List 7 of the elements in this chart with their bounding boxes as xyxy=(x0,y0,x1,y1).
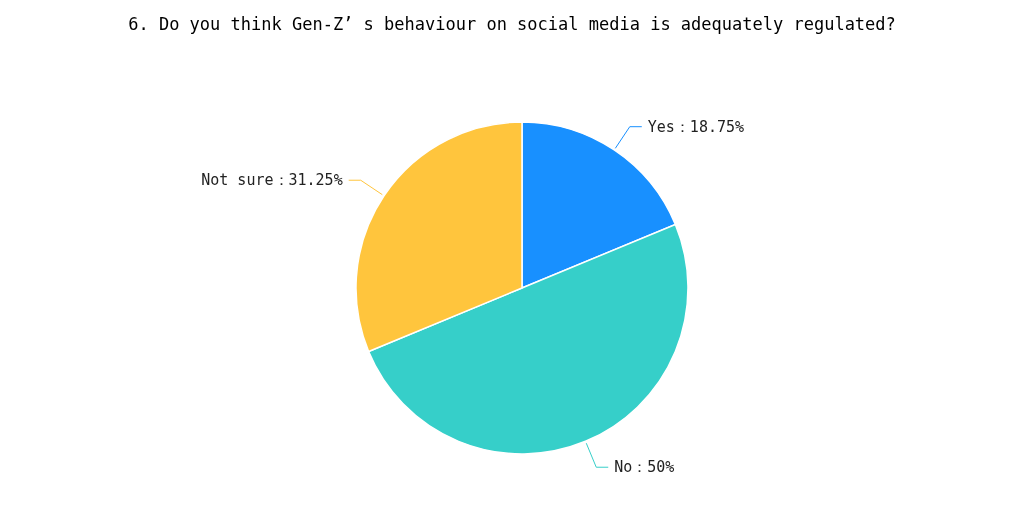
slice-label: No xyxy=(614,458,633,477)
chart-title: 6. Do you think Gen-Z’ s behaviour on social media is adequately regulated? xyxy=(128,14,896,34)
data-label: ：18.75% xyxy=(674,117,745,136)
slice-label: Not sure xyxy=(201,171,274,190)
slice-label: Yes xyxy=(647,117,675,136)
data-label: ：50% xyxy=(632,458,675,477)
data-label: ：31.25% xyxy=(273,171,343,190)
